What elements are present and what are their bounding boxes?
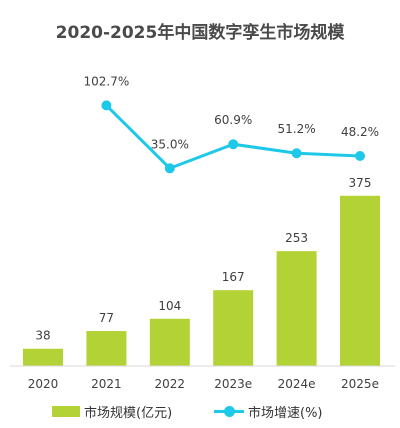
bar-value-labels: 38 77 104 167 253 375 <box>35 176 371 343</box>
chart-title: 2020-2025年中国数字孪生市场规模 <box>55 23 345 43</box>
bars-layer <box>23 195 380 366</box>
growth-point-2021 <box>101 100 112 111</box>
legend-line-swatch <box>214 405 244 417</box>
growth-value-label: 35.0% <box>151 137 189 151</box>
x-tick-label: 2020 <box>28 377 59 391</box>
x-tick-label: 2022 <box>155 377 186 391</box>
x-tick-label: 2025e <box>341 377 379 391</box>
bar-2020 <box>23 348 63 366</box>
bar-value-label: 38 <box>35 329 50 343</box>
x-tick-labels: 2020 2021 2022 2023e 2024e 2025e <box>28 377 379 391</box>
bar-2025e <box>340 195 380 366</box>
legend-item-growth-rate: 市场增速(%) <box>214 401 323 421</box>
legend-item-market-size: 市场规模(亿元) <box>52 401 172 421</box>
growth-point-2024e <box>291 148 302 159</box>
growth-line-layer <box>101 100 365 174</box>
bar-2023e <box>213 290 254 366</box>
x-tick-label: 2024e <box>278 377 316 391</box>
bar-2022 <box>149 318 190 366</box>
growth-point-2022 <box>164 163 175 174</box>
growth-value-label: 102.7% <box>84 74 130 88</box>
bar-2024e <box>276 251 317 366</box>
bar-value-label: 104 <box>158 299 181 313</box>
growth-value-label: 60.9% <box>214 113 252 127</box>
growth-point-2023e <box>228 139 239 150</box>
legend: 市场规模(亿元) 市场增速(%) <box>0 401 400 421</box>
x-tick-label: 2021 <box>91 377 122 391</box>
growth-value-labels: 102.7% 35.0% 60.9% 51.2% 48.2% <box>84 74 380 151</box>
bar-value-label: 167 <box>222 270 245 284</box>
bar-value-label: 375 <box>349 176 372 190</box>
legend-bar-swatch <box>52 405 80 417</box>
growth-value-label: 51.2% <box>278 122 316 136</box>
x-tick-label: 2023e <box>214 377 252 391</box>
bar-value-label: 253 <box>285 231 308 245</box>
legend-label-market-size: 市场规模(亿元) <box>84 405 173 421</box>
bar-2021 <box>86 331 127 366</box>
chart-plot: 2020 2021 2022 2023e 2024e 2025e 38 77 104 167 25… <box>10 74 395 391</box>
growth-point-2025e <box>355 151 365 162</box>
bar-value-label: 77 <box>99 311 114 325</box>
legend-label-growth-rate: 市场增速(%) <box>248 405 323 421</box>
growth-value-label: 48.2% <box>341 125 379 139</box>
